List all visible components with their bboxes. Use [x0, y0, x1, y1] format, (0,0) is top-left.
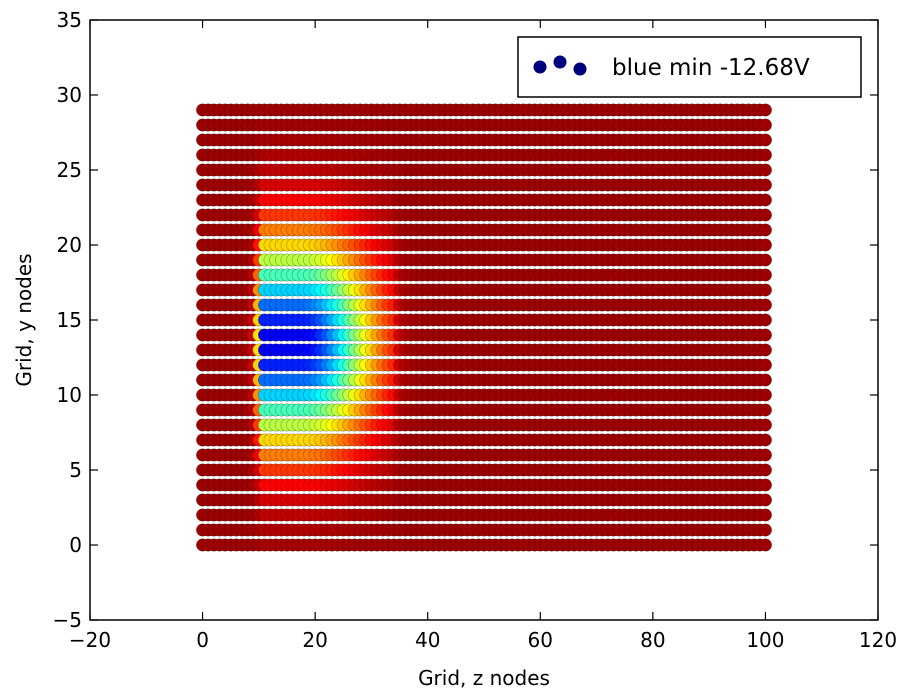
data-point: [758, 313, 772, 327]
data-point: [758, 538, 772, 552]
y-axis-ticks: −5 0 5 10 15 20 25 30 35: [53, 8, 878, 632]
data-point: [758, 463, 772, 477]
data-point: [758, 298, 772, 312]
data-point: [758, 118, 772, 132]
y-tick-label: 25: [57, 158, 82, 182]
data-point: [758, 433, 772, 447]
data-point: [758, 343, 772, 357]
data-point: [758, 163, 772, 177]
data-point: [758, 193, 772, 207]
x-tick-label: 80: [640, 628, 665, 652]
data-point: [758, 238, 772, 252]
data-point: [758, 373, 772, 387]
x-axis-label: Grid, z nodes: [418, 666, 550, 690]
data-point: [758, 178, 772, 192]
scatter-points: [196, 103, 772, 552]
x-tick-label: 120: [859, 628, 897, 652]
data-point: [758, 328, 772, 342]
y-tick-label: 35: [57, 8, 82, 32]
x-tick-label: −20: [69, 628, 111, 652]
data-point: [758, 223, 772, 237]
data-point: [758, 268, 772, 282]
y-tick-label: 10: [57, 383, 82, 407]
data-point: [758, 148, 772, 162]
legend-label: blue min -12.68V: [612, 55, 810, 81]
data-point: [758, 478, 772, 492]
y-tick-label: 20: [57, 233, 82, 257]
y-axis-label: Grid, y nodes: [12, 253, 36, 386]
data-point: [758, 253, 772, 267]
x-tick-label: 60: [528, 628, 553, 652]
x-tick-label: 0: [196, 628, 209, 652]
data-point: [758, 358, 772, 372]
data-point: [758, 133, 772, 147]
data-point: [758, 448, 772, 462]
data-point: [758, 418, 772, 432]
y-tick-label: 30: [57, 83, 82, 107]
data-point: [758, 103, 772, 117]
data-point: [758, 493, 772, 507]
legend-marker: [573, 62, 587, 76]
data-point: [758, 388, 772, 402]
x-tick-label: 20: [302, 628, 327, 652]
data-point: [758, 403, 772, 417]
y-tick-label: 15: [57, 308, 82, 332]
y-tick-label: 5: [69, 458, 82, 482]
data-point: [758, 523, 772, 537]
legend-marker: [553, 55, 567, 69]
data-point: [758, 508, 772, 522]
y-tick-label: 0: [69, 533, 82, 557]
x-tick-label: 40: [415, 628, 440, 652]
x-tick-label: 100: [746, 628, 784, 652]
legend-marker: [533, 60, 547, 74]
data-point: [758, 208, 772, 222]
y-tick-label: −5: [53, 608, 82, 632]
data-point: [758, 283, 772, 297]
legend: blue min -12.68V: [517, 36, 862, 98]
x-axis-ticks: −20 0 20 40 60 80 100 120: [69, 20, 897, 652]
